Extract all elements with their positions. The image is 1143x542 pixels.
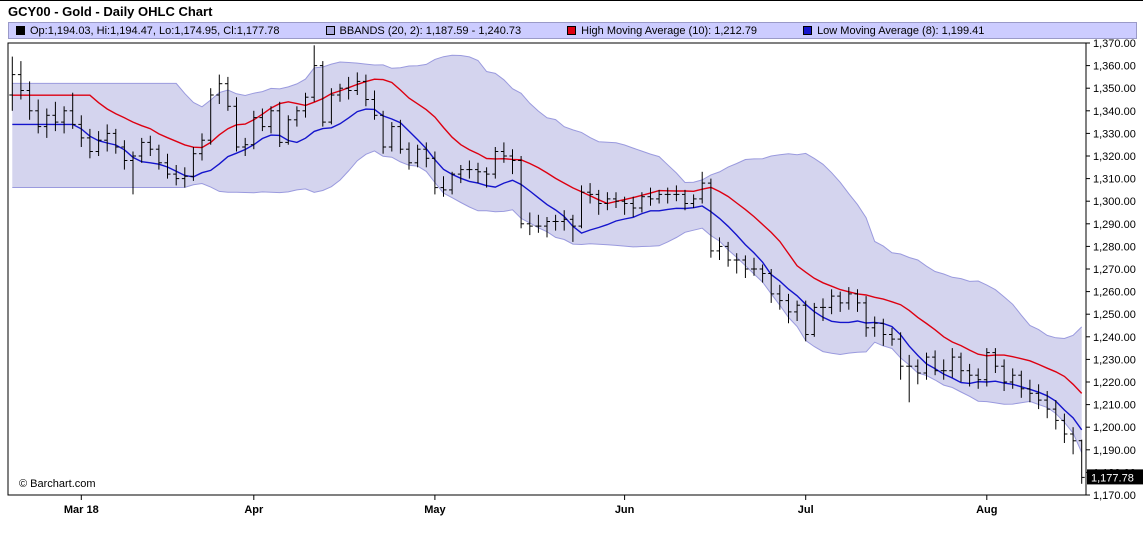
- y-tick-label: 1,230.00: [1093, 354, 1136, 366]
- plot-layers: [9, 45, 1085, 484]
- high-moving-average-line: [12, 78, 1083, 394]
- high-ma-swatch-icon: [567, 26, 577, 35]
- bollinger-band-fill: [12, 55, 1082, 453]
- legend-bar: Op:1,194.03, Hi:1,194.47, Lo:1,174.95, C…: [8, 22, 1137, 39]
- y-tick-label: 1,240.00: [1093, 332, 1136, 344]
- bbands-swatch-icon: [325, 26, 335, 35]
- x-tick-label: Jul: [798, 504, 814, 516]
- y-tick-label: 1,300.00: [1093, 196, 1136, 208]
- legend-label: BBANDS (20, 2): 1,187.59 - 1,240.73: [339, 24, 522, 37]
- y-tick-label: 1,330.00: [1093, 128, 1136, 140]
- x-tick-label: Mar 18: [64, 504, 99, 516]
- y-tick-label: 1,170.00: [1093, 490, 1136, 502]
- low-ma-swatch-icon: [803, 26, 813, 35]
- y-tick-label: 1,280.00: [1093, 241, 1136, 253]
- y-tick-label: 1,320.00: [1093, 151, 1136, 163]
- last-price-tag: 1,177.78: [1087, 469, 1143, 485]
- x-tick-label: Aug: [976, 504, 997, 516]
- x-tick-label: May: [424, 504, 446, 516]
- legend-label: Low Moving Average (8): 1,199.41: [817, 24, 985, 37]
- y-axis: 1,370.00 1,360.00 1,350.00 1,340.00 1,330.00…: [1086, 38, 1136, 502]
- y-tick-label: 1,270.00: [1093, 264, 1136, 276]
- legend-item-ohlc: Op:1,194.03, Hi:1,194.47, Lo:1,174.95, C…: [16, 25, 280, 37]
- ohlc-swatch-icon: [16, 26, 25, 35]
- y-tick-label: 1,350.00: [1093, 83, 1136, 95]
- legend-item-high-ma: High Moving Average (10): 1,212.79: [567, 25, 757, 37]
- legend-item-bbands: BBANDS (20, 2): 1,187.59 - 1,240.73: [325, 24, 522, 37]
- legend-label: High Moving Average (10): 1,212.79: [581, 24, 758, 37]
- chart-title: GCY00 - Gold - Daily OHLC Chart: [8, 4, 213, 19]
- y-tick-label: 1,310.00: [1093, 174, 1136, 186]
- y-tick-label: 1,360.00: [1093, 61, 1136, 73]
- y-tick-label: 1,370.00: [1093, 38, 1136, 50]
- y-tick-label: 1,210.00: [1093, 400, 1136, 412]
- watermark: © Barchart.com: [16, 478, 99, 490]
- y-tick-label: 1,250.00: [1093, 309, 1136, 321]
- legend-item-low-ma: Low Moving Average (8): 1,199.41: [803, 25, 984, 37]
- x-axis: Mar 18 Apr May Jun Jul Aug: [64, 495, 997, 516]
- x-tick-label: Apr: [244, 504, 264, 516]
- y-tick-label: 1,200.00: [1093, 422, 1136, 434]
- bollinger-upper-line: [12, 54, 1083, 340]
- ohlc-bars: [9, 45, 1085, 484]
- y-tick-label: 1,340.00: [1093, 106, 1136, 118]
- y-tick-label: 1,260.00: [1093, 287, 1136, 299]
- y-tick-label: 1,190.00: [1093, 445, 1136, 457]
- last-price-label: 1,177.78: [1091, 472, 1134, 484]
- y-tick-label: 1,290.00: [1093, 219, 1136, 231]
- x-tick-label: Jun: [615, 504, 635, 516]
- legend-label: Op:1,194.03, Hi:1,194.47, Lo:1,174.95, C…: [30, 24, 280, 37]
- y-tick-label: 1,220.00: [1093, 377, 1136, 389]
